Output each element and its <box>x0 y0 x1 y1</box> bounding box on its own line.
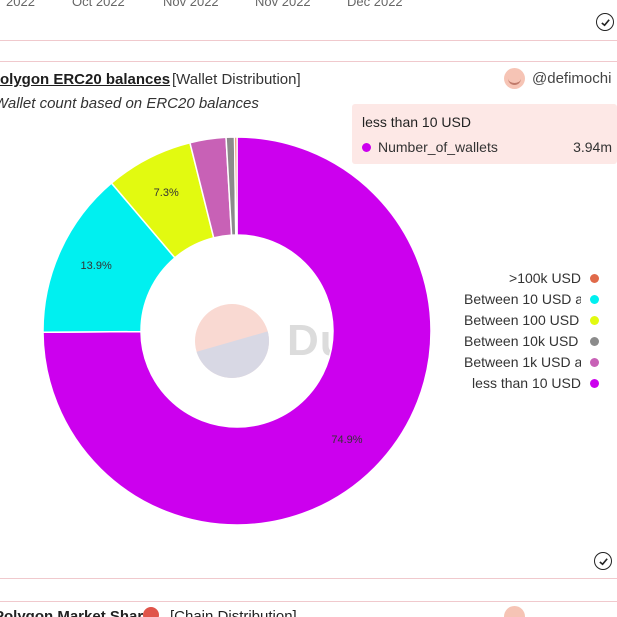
x-tick: Nov 2022 <box>255 0 311 9</box>
legend-item[interactable]: Between 10k USD and 100k USD <box>464 333 599 354</box>
avatar <box>504 606 525 617</box>
chart-legend: >100k USD Between 10 USD and 100 USD Bet… <box>464 270 599 396</box>
x-tick: 2022 <box>6 0 35 9</box>
legend-label: >100k USD <box>509 270 581 286</box>
legend-item[interactable]: less than 10 USD <box>464 375 599 396</box>
next-card-header: Polygon Market Share [Chain Distribution… <box>0 606 617 617</box>
chart-tag: [Wallet Distribution] <box>172 71 301 88</box>
x-tick: Oct 2022 <box>72 0 125 9</box>
card-divider <box>0 601 617 602</box>
x-tick: Dec 2022 <box>347 0 403 9</box>
next-chart-title[interactable]: Polygon Market Share <box>0 608 152 617</box>
legend-label: Between 10k USD and 100k USD <box>464 333 581 349</box>
author-link[interactable]: @defimochi <box>504 68 611 89</box>
legend-label: Between 100 USD and 1k USD <box>464 312 581 328</box>
donut-slice[interactable] <box>233 136 238 236</box>
legend-item[interactable]: >100k USD <box>464 270 599 291</box>
tooltip-value: 3.94m <box>573 139 612 155</box>
check-circle-icon[interactable] <box>596 13 614 31</box>
chain-logo-icon <box>143 607 159 617</box>
chart-title-link[interactable]: Polygon ERC20 balances <box>0 71 171 88</box>
next-chart-tag: [Chain Distribution] <box>170 608 297 617</box>
card-divider <box>0 578 617 579</box>
legend-dot <box>590 337 599 346</box>
avatar <box>504 68 525 89</box>
legend-item[interactable]: Between 1k USD and 10k USD <box>464 354 599 375</box>
previous-chart-card: 2022 Oct 2022 Nov 2022 Nov 2022 Dec 2022 <box>0 0 617 40</box>
slice-percent-label: 74.9% <box>331 434 362 446</box>
dune-logo-icon <box>195 304 269 378</box>
card-divider <box>0 40 617 41</box>
legend-label: Between 1k USD and 10k USD <box>464 354 581 370</box>
legend-dot <box>590 358 599 367</box>
chart-subtitle: Wallet count based on ERC20 balances <box>0 95 259 112</box>
slice-percent-label: 7.3% <box>154 187 179 199</box>
legend-dot <box>590 379 599 388</box>
slice-percent-label: 13.9% <box>81 260 112 272</box>
card-divider <box>0 61 617 62</box>
author-name: @defimochi <box>532 70 612 87</box>
x-tick: Nov 2022 <box>163 0 219 9</box>
legend-dot <box>590 274 599 283</box>
legend-label: less than 10 USD <box>472 375 581 391</box>
card-header: Polygon ERC20 balances [Wallet Distribut… <box>0 68 617 92</box>
check-circle-icon[interactable] <box>594 552 612 570</box>
donut-slice[interactable] <box>42 136 432 526</box>
legend-dot <box>590 295 599 304</box>
legend-item[interactable]: Between 10 USD and 100 USD <box>464 291 599 312</box>
tooltip-series-dot <box>362 143 371 152</box>
legend-label: Between 10 USD and 100 USD <box>464 291 581 307</box>
tooltip-series-name: Number_of_wallets <box>378 139 498 155</box>
tooltip-title: less than 10 USD <box>362 114 471 130</box>
legend-dot <box>590 316 599 325</box>
legend-item[interactable]: Between 100 USD and 1k USD <box>464 312 599 333</box>
chart-tooltip: less than 10 USD Number_of_wallets 3.94m <box>352 104 617 164</box>
